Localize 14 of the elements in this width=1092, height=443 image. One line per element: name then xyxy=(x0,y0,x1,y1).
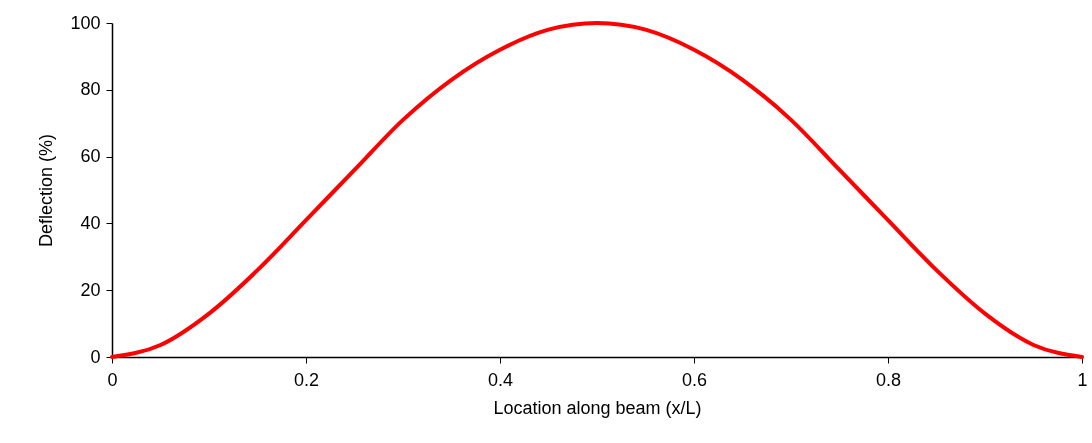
y-tick-label: 20 xyxy=(80,279,101,300)
x-axis-title: Location along beam (x/L) xyxy=(493,397,702,418)
x-tick-label: 0 xyxy=(107,369,118,390)
y-tick-label: 60 xyxy=(80,146,101,167)
x-tick-label: 0.4 xyxy=(487,369,514,390)
y-tick-label: 0 xyxy=(90,346,101,367)
x-tick-label: 0.8 xyxy=(875,369,902,390)
y-tick-label: 100 xyxy=(70,12,101,33)
x-tick-label: 0.6 xyxy=(681,369,708,390)
x-tick-label: 1 xyxy=(1077,369,1088,390)
x-tick-label: 0.2 xyxy=(293,369,320,390)
y-tick-label: 80 xyxy=(80,79,101,100)
y-axis-title: Deflection (%) xyxy=(36,133,57,248)
y-tick-label: 40 xyxy=(80,212,101,233)
